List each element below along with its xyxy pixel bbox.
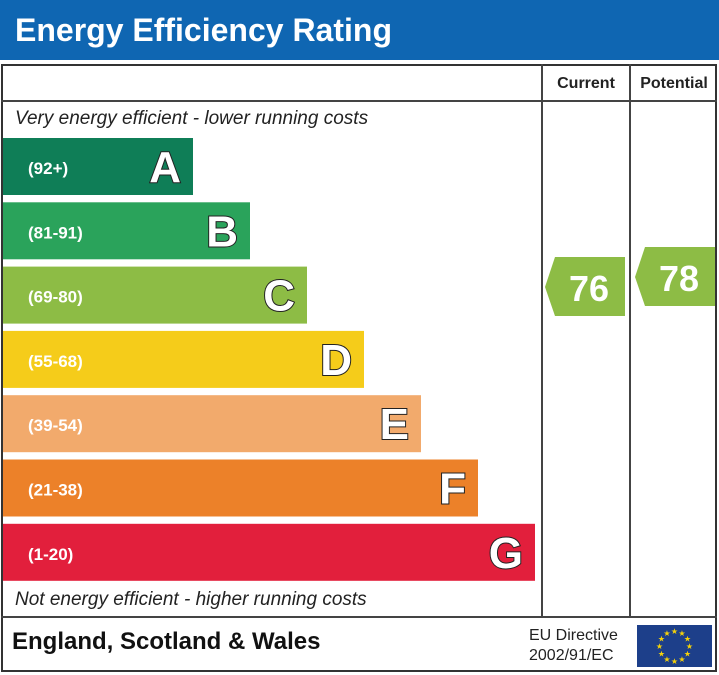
range-label-G: (1-20) (28, 545, 73, 564)
potential-rating-value: 78 (659, 258, 699, 299)
star-icon: ★ (656, 642, 663, 651)
bar-C (3, 266, 307, 324)
divider (1, 616, 717, 618)
band-letter-C: C (263, 272, 295, 321)
column-header-potential: Potential (640, 75, 708, 92)
bar-B (3, 202, 250, 260)
bottom-note: Not energy efficient - higher running co… (15, 589, 367, 610)
star-icon: ★ (658, 650, 665, 659)
band-letter-D: D (320, 336, 352, 385)
band-letter-B: B (206, 207, 238, 256)
eu-flag-icon: ★ ★★★★★★★★★★★ (637, 625, 712, 667)
range-label-A: (92+) (28, 159, 68, 178)
band-letter-E: E (380, 400, 409, 449)
chart-frame (1, 64, 717, 672)
star-icon: ★ (658, 635, 665, 644)
star-icon: ★ (678, 655, 685, 664)
divider (629, 64, 631, 617)
column-header-current: Current (557, 75, 615, 92)
star-icon: ★ (671, 627, 678, 636)
range-label-E: (39-54) (28, 416, 83, 435)
flag-background (637, 625, 712, 667)
band-letter-A: A (149, 143, 181, 192)
range-label-F: (21-38) (28, 481, 83, 500)
directive-line1: EU Directive (529, 627, 618, 644)
bar-F (3, 459, 478, 517)
top-note: Very energy efficient - lower running co… (15, 108, 369, 129)
bar-D (3, 330, 364, 388)
star-icon: ★ (663, 655, 670, 664)
page-title: Energy Efficiency Rating (0, 0, 719, 60)
star-icon: ★ (686, 642, 693, 651)
current-rating-value: 76 (569, 268, 609, 309)
band-letter-F: F (439, 465, 466, 514)
range-label-D: (55-68) (28, 352, 83, 371)
star-icon: ★ (663, 629, 670, 638)
directive-line2: 2002/91/EC (529, 647, 614, 664)
bar-G (3, 523, 535, 581)
star-icon: ★ (671, 657, 678, 666)
potential-rating-arrow (635, 247, 715, 306)
directive-label: EU Directive 2002/91/EC (529, 626, 618, 666)
current-rating-arrow (545, 257, 625, 316)
divider (541, 64, 543, 617)
star-icon: ★ (684, 650, 691, 659)
range-label-C: (69-80) (28, 288, 83, 307)
region-label: England, Scotland & Wales (12, 628, 321, 655)
star-icon: ★ (684, 635, 691, 644)
bar-A (3, 138, 193, 195)
star-icon: ★ (678, 629, 685, 638)
bar-E (3, 395, 421, 453)
band-letter-G: G (489, 529, 523, 578)
range-label-B: (81-91) (28, 223, 83, 242)
divider (1, 100, 717, 102)
